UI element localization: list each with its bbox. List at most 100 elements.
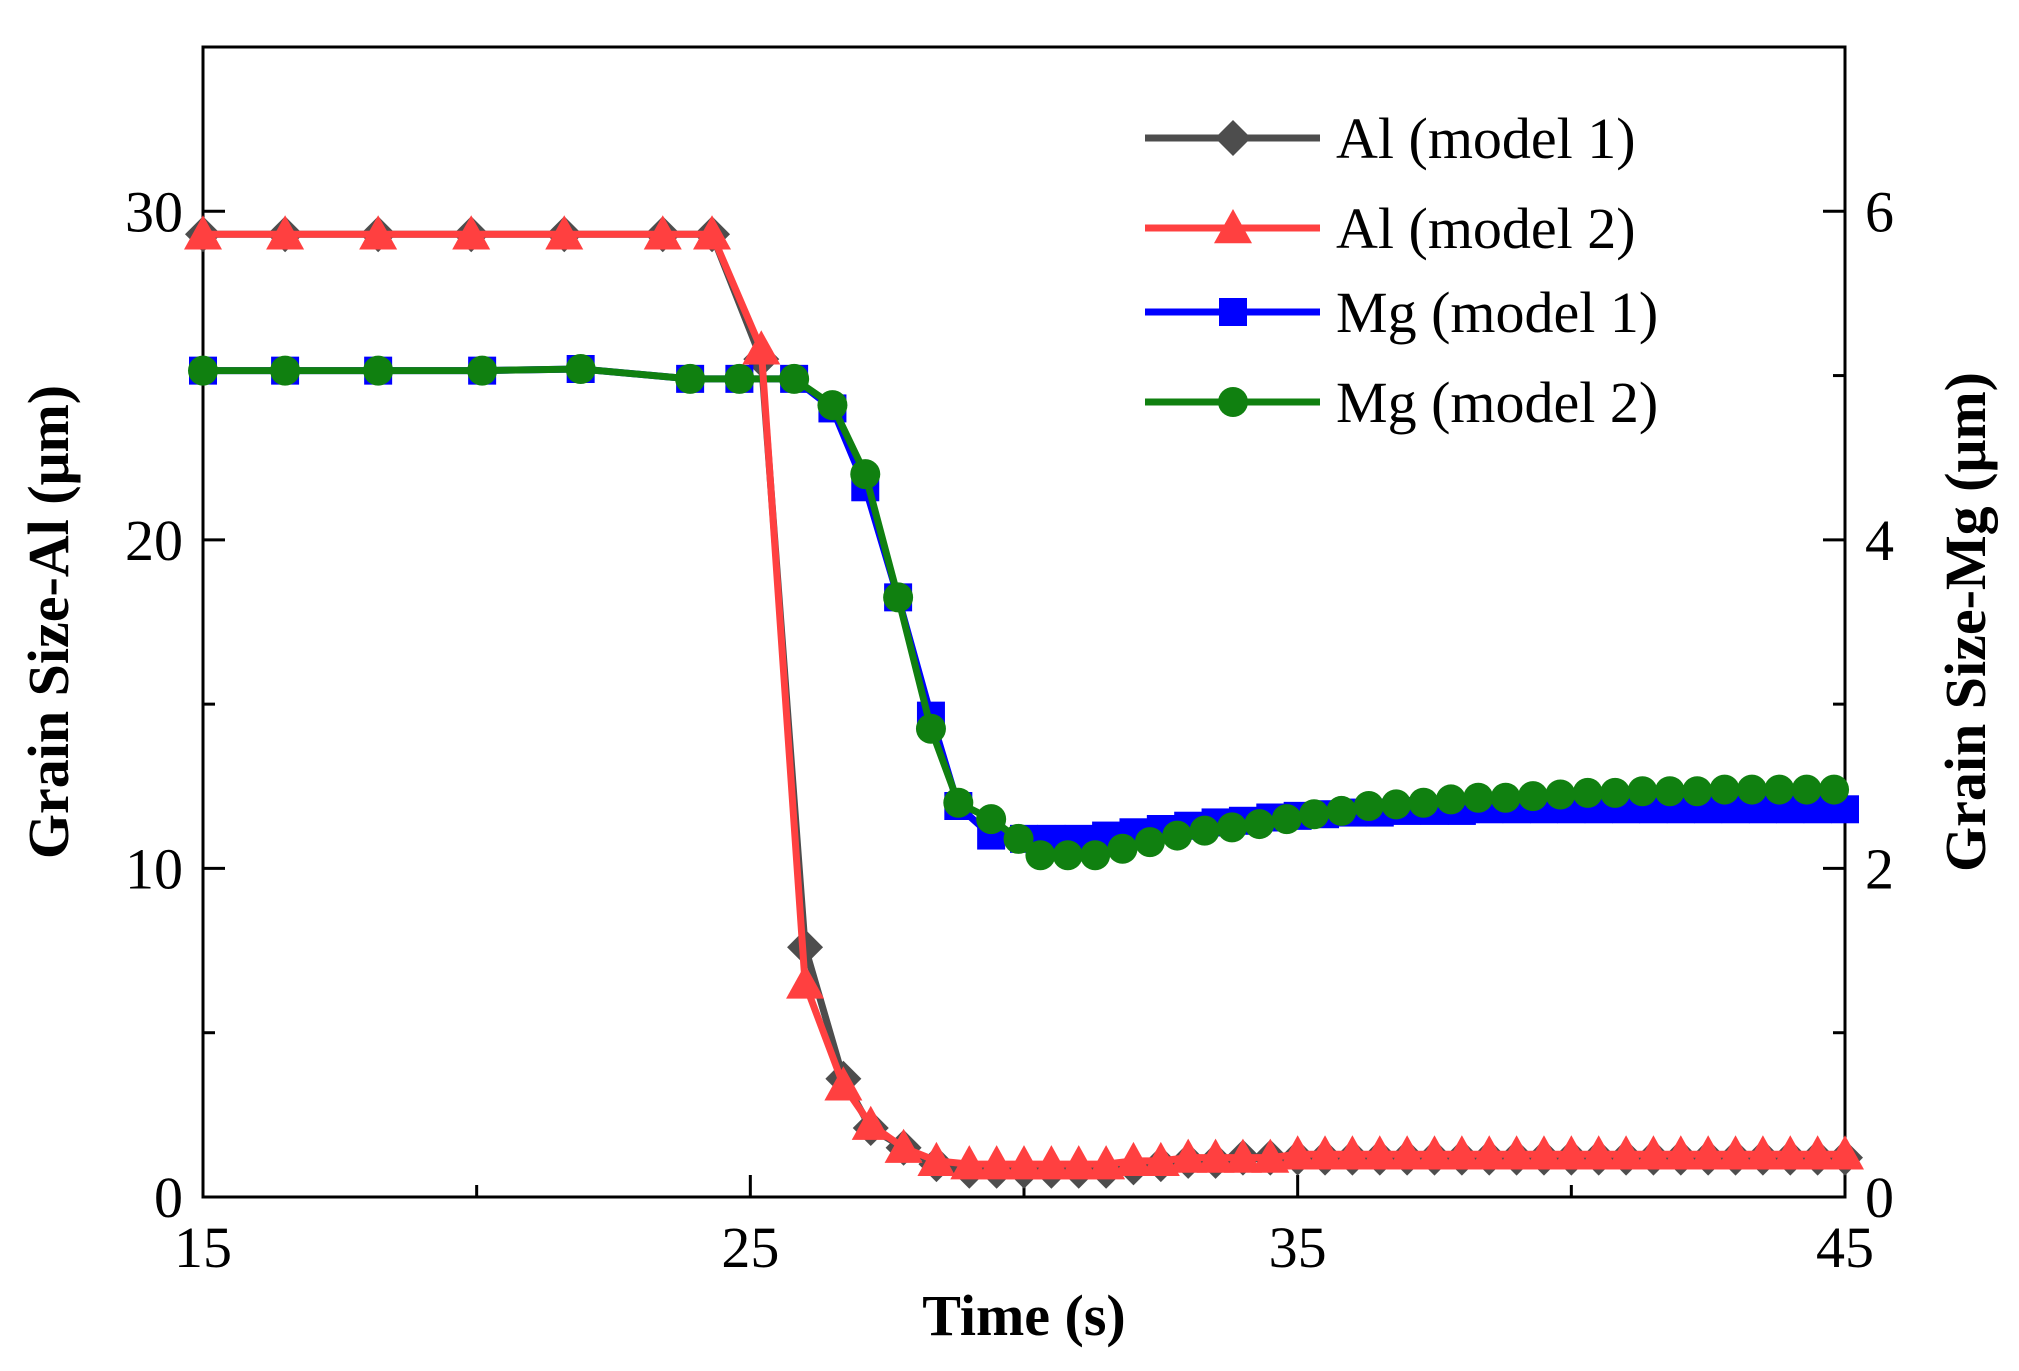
data-point-mg-model-2 <box>883 582 914 613</box>
y-axis-left-title: Grain Size-Al (μm) <box>16 385 81 859</box>
series-line-mg-model-1 <box>203 365 1845 843</box>
data-point-al-model-2 <box>359 215 398 250</box>
data-point-al-model-2 <box>1470 1135 1509 1170</box>
data-point-al-model-2 <box>1743 1135 1782 1170</box>
data-point-al-model-2 <box>1251 1138 1290 1173</box>
data-point-mg-model-2 <box>1080 840 1111 871</box>
data-point-mg-model-2 <box>1654 776 1685 807</box>
data-point-al-model-2 <box>1360 1135 1399 1170</box>
data-point-mg-model-2 <box>675 363 706 394</box>
series-mg-model-2 <box>188 354 1850 871</box>
data-point-al-model-2 <box>950 1145 989 1180</box>
data-point-al-model-2 <box>1497 1135 1536 1170</box>
data-point-al-model-2 <box>1306 1135 1345 1170</box>
data-point-al-model-2 <box>545 215 584 250</box>
data-point-mg-model-2 <box>565 354 596 384</box>
legend-marker-mg-model-1 <box>1219 298 1247 326</box>
data-point-mg-model-2 <box>1463 782 1494 813</box>
data-point-al-model-2 <box>851 1105 890 1140</box>
y-left-tick-label: 10 <box>125 836 183 901</box>
data-point-mg-model-2 <box>943 787 974 818</box>
data-point-mg-model-2 <box>1435 784 1466 815</box>
data-point-al-model-2 <box>1634 1135 1673 1170</box>
data-point-mg-model-2 <box>1791 774 1822 805</box>
data-point-al-model-2 <box>1607 1135 1646 1170</box>
data-point-mg-model-2 <box>1682 776 1713 807</box>
data-point-mg-model-2 <box>1052 840 1083 871</box>
data-point-mg-model-2 <box>915 713 946 744</box>
data-point-al-model-2 <box>917 1141 956 1177</box>
data-point-al-model-2 <box>1005 1145 1043 1180</box>
data-point-mg-model-2 <box>1572 777 1603 808</box>
data-point-al-model-2 <box>184 215 222 250</box>
y-right-tick-label: 2 <box>1865 836 1894 901</box>
data-point-al-model-2 <box>1169 1138 1208 1173</box>
data-point-mg-model-2 <box>1709 774 1740 805</box>
data-point-al-model-2 <box>1223 1138 1262 1173</box>
data-point-mg-model-2 <box>1216 812 1247 843</box>
data-point-mg-model-2 <box>1600 777 1631 808</box>
y-right-tick-label: 6 <box>1865 179 1894 244</box>
legend: Al (model 1) Al (model 2) Mg (model 1) Mg (… <box>1145 106 1658 435</box>
x-tick-label: 25 <box>721 1215 779 1280</box>
x-axis-title: Time (s) <box>922 1283 1126 1348</box>
y-left-tick-label: 20 <box>125 508 183 573</box>
data-point-al-model-2 <box>1388 1135 1427 1170</box>
y-right-tick-label: 4 <box>1865 508 1894 573</box>
data-point-mg-model-2 <box>1627 776 1658 807</box>
data-point-mg-model-2 <box>779 363 810 394</box>
data-point-mg-model-2 <box>1271 804 1302 835</box>
data-point-al-model-2 <box>1087 1145 1126 1180</box>
data-point-al-model-2 <box>1524 1135 1563 1170</box>
data-point-mg-model-2 <box>850 459 881 490</box>
series-al-model-1 <box>185 216 1863 1189</box>
legend-marker-mg-model-2 <box>1218 387 1248 417</box>
legend-marker-al-model-1 <box>1215 120 1251 156</box>
data-point-mg-model-2 <box>1518 781 1549 812</box>
data-point-al-model-2 <box>1415 1135 1454 1170</box>
legend-label-al-model-2: Al (model 2) <box>1336 196 1636 261</box>
data-point-mg-model-2 <box>817 390 848 421</box>
data-point-mg-model-2 <box>467 355 498 386</box>
data-point-al-model-2 <box>1032 1145 1071 1180</box>
data-point-mg-model-2 <box>1003 823 1034 854</box>
data-point-al-model-2 <box>1141 1141 1180 1177</box>
data-point-al-model-2 <box>786 964 825 999</box>
data-point-al-model-2 <box>1059 1145 1098 1180</box>
data-point-al-model-2 <box>1442 1135 1481 1170</box>
legend-marker-al-model-2 <box>1214 209 1252 244</box>
data-point-mg-model-2 <box>1381 789 1412 820</box>
legend-label-mg-model-2: Mg (model 2) <box>1336 370 1658 435</box>
data-point-mg-model-2 <box>1189 815 1220 846</box>
data-point-mg-model-2 <box>976 804 1007 835</box>
data-point-al-model-2 <box>1196 1138 1235 1173</box>
data-point-mg-model-2 <box>1490 782 1521 813</box>
data-point-mg-model-2 <box>1353 791 1384 821</box>
data-point-al-model-2 <box>643 215 682 250</box>
data-point-al-model-2 <box>1798 1135 1837 1170</box>
x-tick-label: 45 <box>1816 1215 1874 1280</box>
x-tick-label: 35 <box>1269 1215 1327 1280</box>
y-right-tick-label: 0 <box>1865 1165 1894 1230</box>
data-point-mg-model-2 <box>1408 787 1439 818</box>
x-tick-label: 15 <box>174 1215 232 1280</box>
legend-label-mg-model-1: Mg (model 1) <box>1336 280 1658 345</box>
series-al-model-2 <box>184 215 1864 1180</box>
data-point-al-model-2 <box>1689 1135 1728 1170</box>
data-point-al-model-2 <box>1771 1135 1810 1170</box>
data-point-al-model-2 <box>1579 1135 1618 1170</box>
data-point-al-model-2 <box>1716 1135 1755 1170</box>
data-point-mg-model-2 <box>1107 833 1138 864</box>
data-point-mg-model-2 <box>188 355 218 386</box>
data-point-al-model-2 <box>742 330 781 365</box>
data-point-mg-model-2 <box>724 363 755 394</box>
data-point-al-model-2 <box>266 215 305 250</box>
data-point-al-model-2 <box>824 1066 863 1101</box>
legend-label-al-model-1: Al (model 1) <box>1336 106 1636 171</box>
data-point-al-model-2 <box>1552 1135 1591 1170</box>
data-point-al-model-2 <box>1826 1135 1864 1170</box>
data-point-mg-model-2 <box>270 355 301 386</box>
y-axis-right-title: Grain Size-Mg (μm) <box>1933 372 1998 872</box>
